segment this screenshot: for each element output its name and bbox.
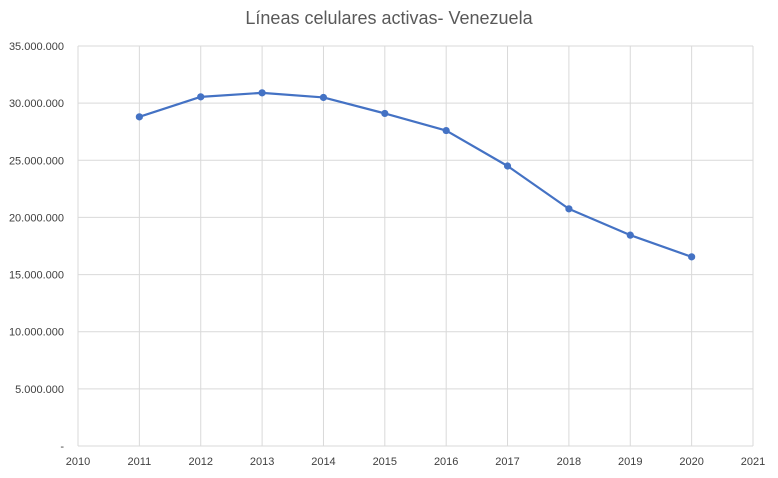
grid-layer	[77, 45, 754, 447]
x-tick-label: 2018	[557, 456, 581, 468]
chart-title: Líneas celulares activas- Venezuela	[245, 8, 533, 28]
data-point	[503, 162, 512, 170]
x-tick-label: 2010	[66, 456, 90, 468]
data-point	[565, 205, 573, 213]
x-tick-label: 2015	[373, 456, 397, 468]
data-point	[135, 113, 143, 121]
x-tick-label: 2014	[311, 456, 335, 468]
y-tick-label: 20.000.000	[9, 212, 64, 224]
series-line	[138, 91, 693, 258]
series-layer	[135, 89, 696, 261]
data-point	[626, 231, 634, 239]
y-tick-label: 35.000.000	[9, 41, 64, 53]
x-tick-label: 2020	[679, 456, 703, 468]
tick-labels: - 5.000.000 10.000.000 15.000.000 20.000.000…	[9, 41, 765, 468]
y-tick-label: 15.000.000	[9, 270, 64, 282]
data-point	[442, 126, 450, 135]
y-tick-label: -	[60, 441, 64, 453]
y-tick-label: 30.000.000	[9, 98, 64, 110]
y-tick-label: 25.000.000	[9, 155, 64, 167]
x-tick-label: 2011	[128, 456, 152, 468]
data-point	[197, 93, 205, 101]
x-tick-label: 2016	[434, 456, 458, 468]
x-tick-label: 2021	[741, 456, 765, 468]
y-tick-label: 5.000.000	[15, 384, 64, 396]
x-tick-label: 2017	[495, 456, 519, 468]
x-tick-label: 2012	[188, 456, 212, 468]
data-point	[258, 89, 266, 97]
data-point	[381, 109, 389, 118]
data-point	[319, 93, 328, 102]
x-tick-label: 2013	[250, 456, 274, 468]
x-tick-label: 2019	[618, 456, 642, 468]
data-point	[688, 253, 696, 261]
y-tick-label: 10.000.000	[9, 327, 64, 339]
